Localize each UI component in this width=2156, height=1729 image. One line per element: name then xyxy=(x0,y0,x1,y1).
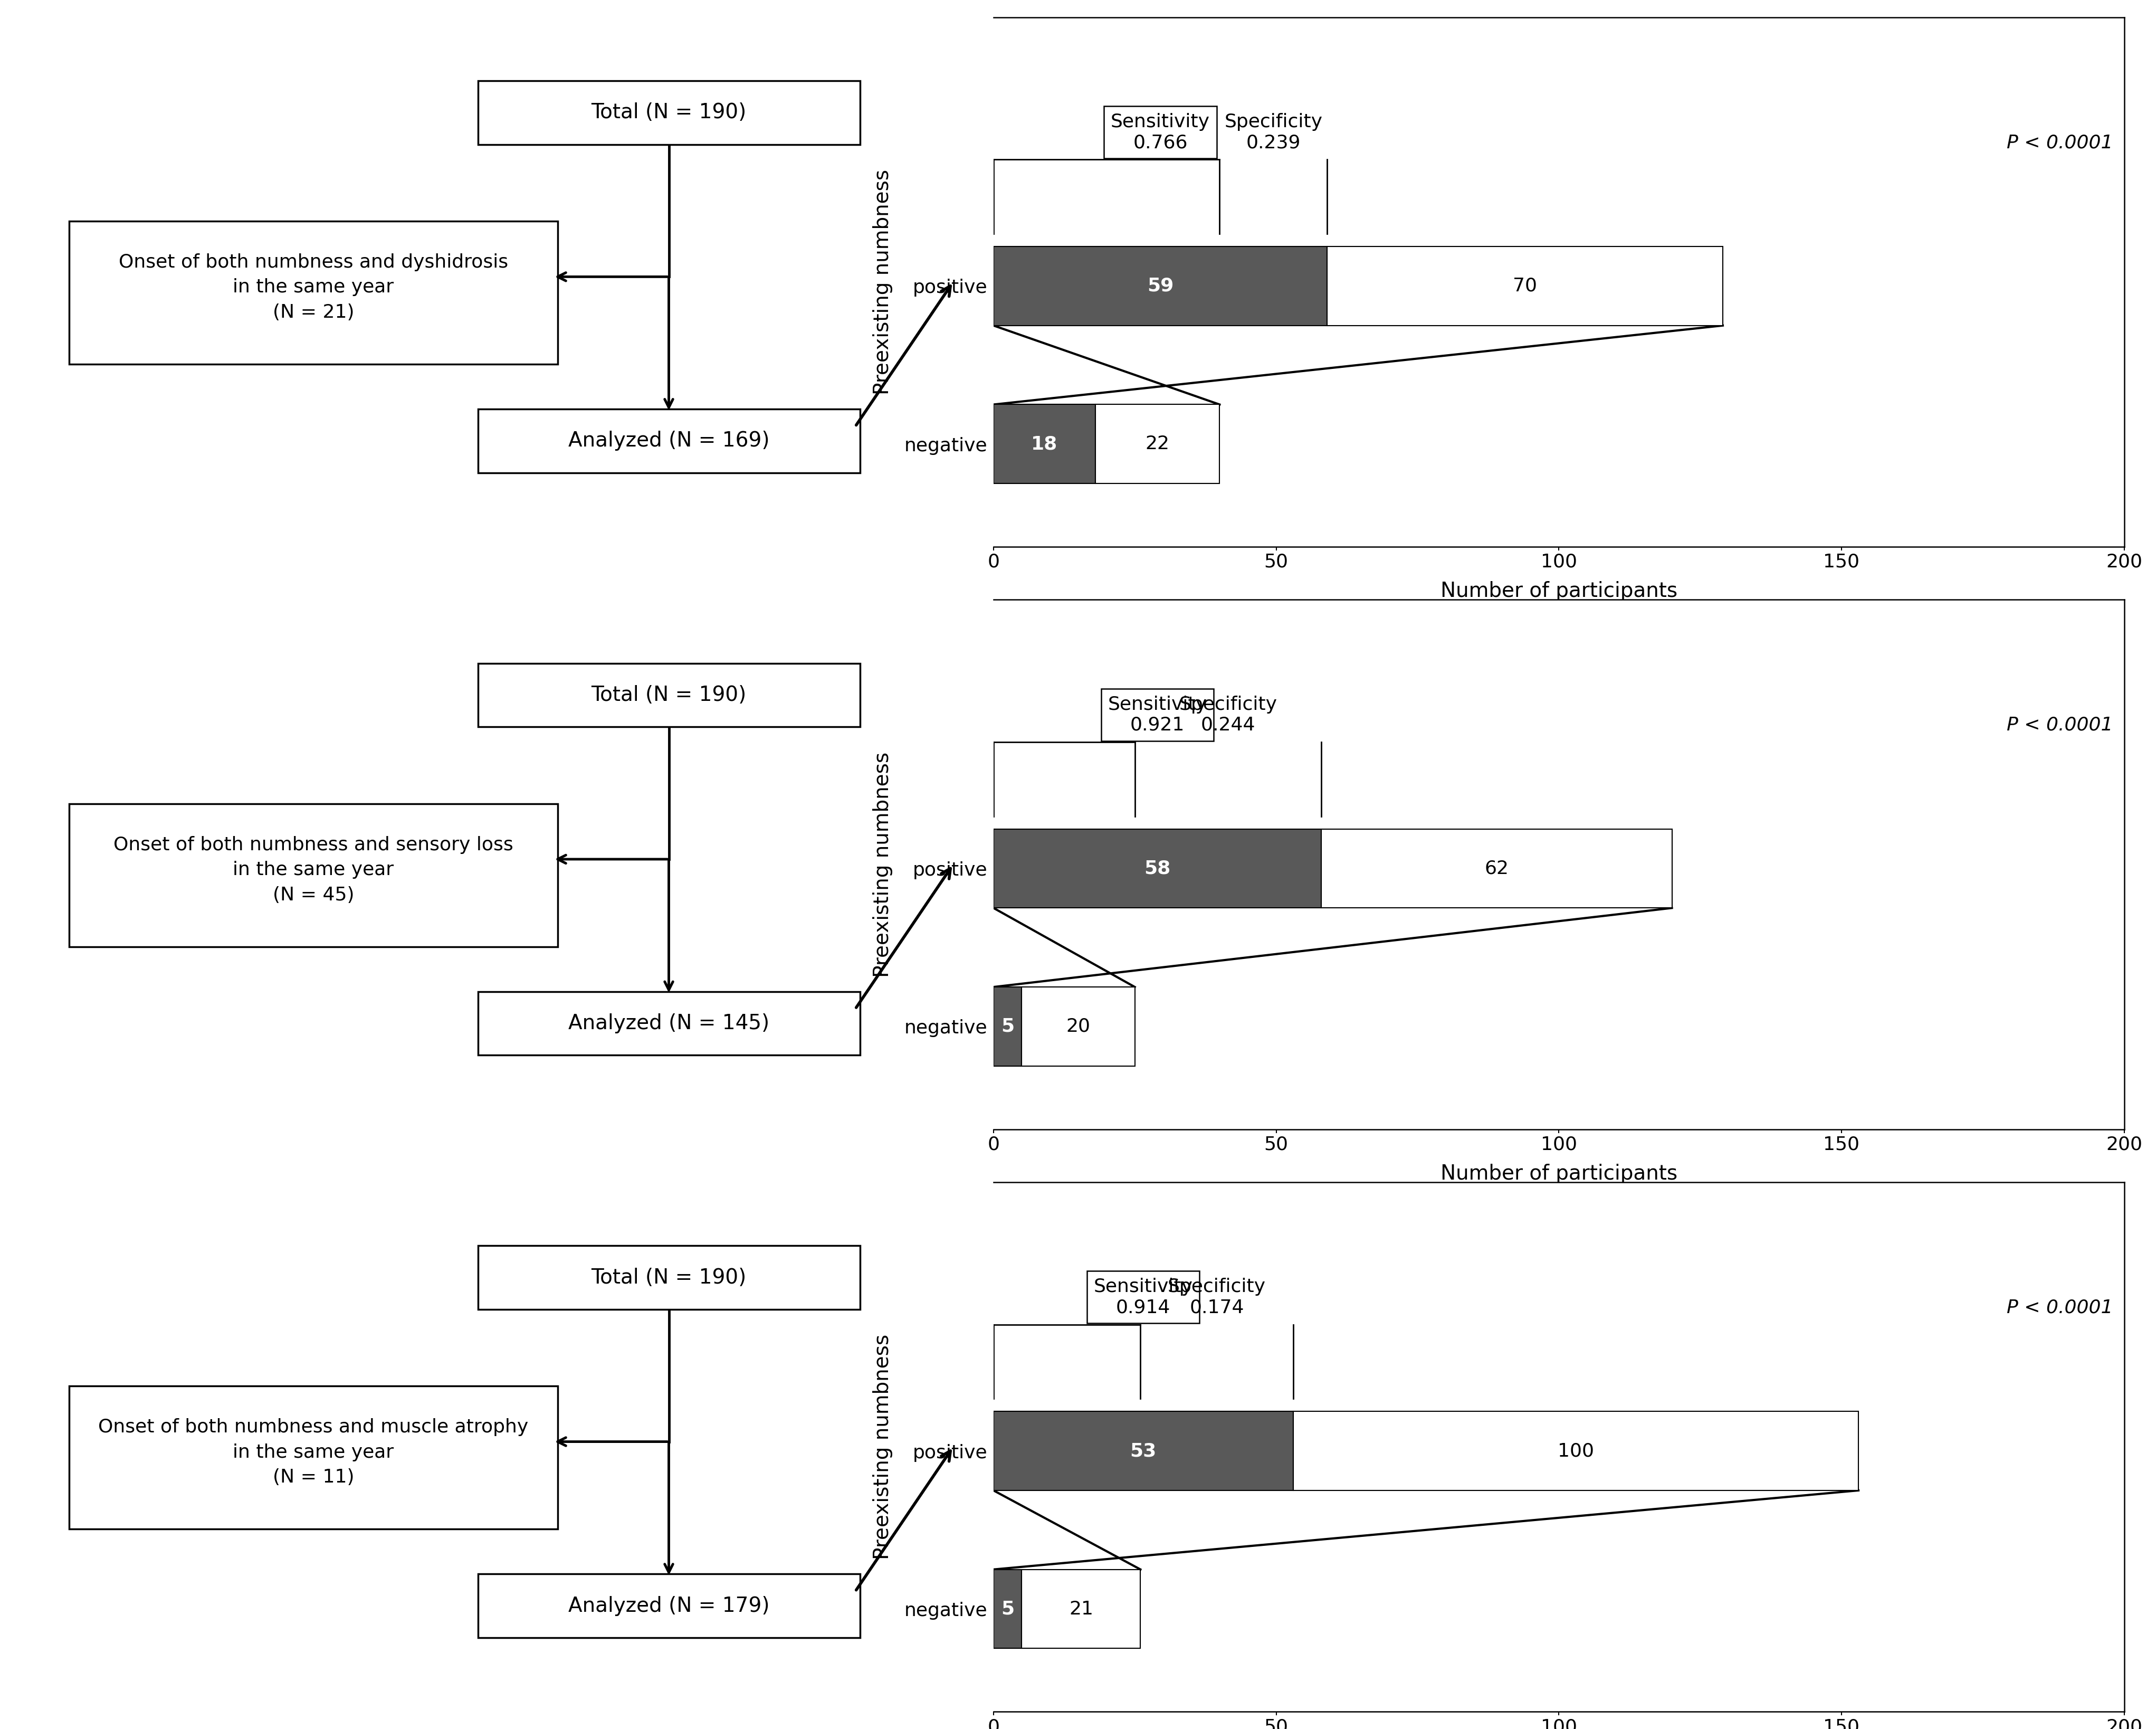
Bar xyxy=(994,987,1022,1067)
Text: Analyzed (N = 179): Analyzed (N = 179) xyxy=(567,1596,770,1617)
Text: 53: 53 xyxy=(1130,1442,1156,1459)
Text: Sensitivity
0.921: Sensitivity 0.921 xyxy=(1108,695,1207,735)
Bar xyxy=(994,828,1322,908)
Text: Sensitivity
0.914: Sensitivity 0.914 xyxy=(1093,1278,1192,1316)
Legend: Sensory loss (+), Sensory loss (−): Sensory loss (+), Sensory loss (−) xyxy=(1246,1283,1688,1321)
Text: 18: 18 xyxy=(1031,436,1056,453)
FancyBboxPatch shape xyxy=(479,410,860,472)
Text: Analyzed (N = 169): Analyzed (N = 169) xyxy=(567,431,770,451)
Bar xyxy=(1095,405,1220,484)
Bar xyxy=(1294,1411,1858,1490)
Text: 5: 5 xyxy=(1000,1599,1013,1618)
Text: 5: 5 xyxy=(1000,1018,1013,1036)
Text: P < 0.0001: P < 0.0001 xyxy=(2005,1298,2113,1316)
Text: 22: 22 xyxy=(1145,436,1169,453)
Legend: Dyshidrosis (+), Dyshidrosis (−): Dyshidrosis (+), Dyshidrosis (−) xyxy=(1257,702,1680,738)
Y-axis label: Preexisting numbness: Preexisting numbness xyxy=(873,1335,893,1560)
Text: Total (N = 190): Total (N = 190) xyxy=(591,102,746,123)
FancyBboxPatch shape xyxy=(69,804,558,946)
Text: 62: 62 xyxy=(1483,859,1509,877)
FancyBboxPatch shape xyxy=(479,81,860,145)
FancyBboxPatch shape xyxy=(479,1573,860,1637)
Text: Specificity
0.244: Specificity 0.244 xyxy=(1179,695,1276,735)
Text: 70: 70 xyxy=(1511,277,1537,296)
Text: Total (N = 190): Total (N = 190) xyxy=(591,1267,746,1288)
X-axis label: Number of participants: Number of participants xyxy=(1440,1164,1677,1184)
Y-axis label: Preexisting numbness: Preexisting numbness xyxy=(873,169,893,394)
Text: Total (N = 190): Total (N = 190) xyxy=(591,685,746,705)
Text: P < 0.0001: P < 0.0001 xyxy=(2005,133,2113,152)
Bar xyxy=(1322,828,1671,908)
FancyBboxPatch shape xyxy=(479,991,860,1055)
Text: 58: 58 xyxy=(1145,859,1171,877)
FancyBboxPatch shape xyxy=(69,1387,558,1528)
FancyBboxPatch shape xyxy=(479,1245,860,1309)
Text: Sensitivity
0.766: Sensitivity 0.766 xyxy=(1110,112,1210,152)
Text: 20: 20 xyxy=(1065,1018,1091,1036)
Y-axis label: Preexisting numbness: Preexisting numbness xyxy=(873,752,893,977)
FancyBboxPatch shape xyxy=(479,664,860,726)
Text: 100: 100 xyxy=(1557,1442,1593,1459)
Bar xyxy=(1022,1570,1141,1648)
Bar xyxy=(994,1570,1022,1648)
Bar xyxy=(994,1411,1294,1490)
Text: 21: 21 xyxy=(1069,1599,1093,1618)
Bar xyxy=(1022,987,1134,1067)
X-axis label: Number of participants: Number of participants xyxy=(1440,581,1677,602)
Bar xyxy=(1326,247,1723,325)
Bar xyxy=(994,247,1326,325)
Text: Specificity
0.174: Specificity 0.174 xyxy=(1166,1278,1266,1316)
Text: Onset of both numbness and muscle atrophy
in the same year
(N = 11): Onset of both numbness and muscle atroph… xyxy=(99,1418,528,1487)
Text: Analyzed (N = 145): Analyzed (N = 145) xyxy=(569,1013,770,1034)
Bar xyxy=(994,405,1095,484)
FancyBboxPatch shape xyxy=(69,221,558,365)
Text: Onset of both numbness and dyshidrosis
in the same year
(N = 21): Onset of both numbness and dyshidrosis i… xyxy=(119,252,509,322)
Text: P < 0.0001: P < 0.0001 xyxy=(2005,716,2113,735)
Text: Onset of both numbness and sensory loss
in the same year
(N = 45): Onset of both numbness and sensory loss … xyxy=(114,835,513,904)
Text: 59: 59 xyxy=(1147,277,1173,296)
Text: Specificity
0.239: Specificity 0.239 xyxy=(1225,112,1322,152)
